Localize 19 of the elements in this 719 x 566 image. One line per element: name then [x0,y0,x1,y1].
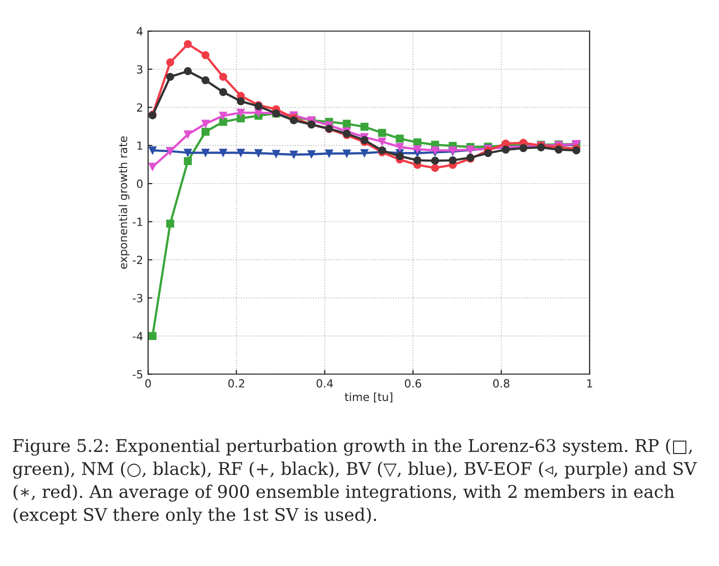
x-tick-label: 0.6 [404,379,422,388]
y-tick-label: -5 [132,370,142,379]
y-tick-label: -1 [132,218,142,226]
y-tick-label: 1 [137,142,142,150]
y-tick-label: -2 [132,256,142,264]
x-tick-label: 1 [587,379,592,388]
y-tick-label: 4 [136,27,143,36]
y-tick-label: 2 [137,103,142,112]
x-tick-label: 0.4 [316,379,333,388]
caption: Figure 5.2: Exponential perturbation growth in the Lorenz-63 system. RP (□, green), NM (○, black), RF (+, black), BV (▽, blue), BV-EOF (◃, purple) and SV (∗, red). An average of 900 ensemble integrations, with 2 members in each (except SV there only the 1st SV is used). [13,438,697,525]
y-axis-title: exponential growth rate [118,136,130,269]
y-tick-label: 3 [137,65,142,74]
x-axis-title: time [tu] [344,392,392,402]
x-tick-label: 0.8 [493,379,510,388]
y-tick-label: -4 [132,332,143,340]
y-tick-label: -3 [132,294,142,302]
x-tick-label: 0 [145,379,151,388]
x-tick-label: 0.2 [228,379,244,388]
y-tick-label: 0 [136,180,143,188]
